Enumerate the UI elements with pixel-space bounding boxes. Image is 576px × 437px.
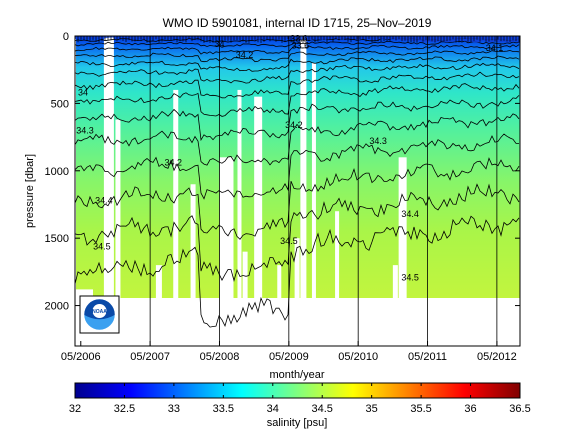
contour-label: 34 (78, 88, 88, 98)
contour-label: 34.3 (369, 136, 387, 146)
data-gap (277, 265, 282, 346)
colorbar-label: salinity [psu] (267, 417, 328, 429)
contour-label: 34.3 (76, 125, 94, 135)
y-tick-label: 2000 (45, 301, 69, 313)
colorbar-tick-label: 36.5 (509, 403, 530, 415)
contour-labels: 34.2 34.4 34.5 33.6 34 34.3 34.2 34.4 34.5 34.2 34… (76, 34, 503, 283)
data-gap (392, 265, 398, 346)
data-gap (190, 184, 196, 346)
x-axis-label: month/year (269, 369, 324, 381)
contour-line (75, 50, 520, 63)
x-tick-label: 05/2010 (338, 351, 378, 363)
x-tick-label: 05/2012 (477, 351, 517, 363)
contour-label: 34.2 (236, 50, 254, 60)
data-gap (294, 238, 300, 346)
contour-label: 33.6 (290, 34, 308, 44)
contour-label: 34 (214, 39, 224, 49)
contour-line (75, 157, 520, 240)
y-tick-label: 1000 (45, 166, 69, 178)
contour-line (75, 183, 520, 282)
data-gap (254, 96, 263, 346)
contour-label: 34.1 (486, 43, 504, 53)
contour-line (75, 62, 520, 84)
data-gap (103, 36, 114, 305)
contour-line (75, 71, 520, 99)
noaa-logo: NOAA (79, 295, 120, 334)
data-gap (173, 89, 179, 346)
data-gap (398, 157, 407, 346)
plot-frame (74, 35, 521, 347)
contour-lines (75, 37, 520, 328)
colorbar-tick-label: 35.5 (410, 403, 431, 415)
data-gap (311, 62, 316, 346)
contour-line (75, 40, 520, 48)
contour-line (75, 83, 520, 117)
y-axis: 0 500 1000 1500 2000 (45, 31, 520, 313)
colorbar-tick-label: 34.5 (312, 403, 333, 415)
contour-label: 34.2 (164, 158, 182, 168)
data-gap (115, 119, 121, 346)
data-gap (219, 157, 234, 346)
data-gap (242, 251, 248, 346)
contour-label: 34.5 (280, 236, 298, 246)
noaa-logo-text: NOAA (92, 309, 107, 315)
year-lines (149, 36, 498, 346)
x-axis: 05/2006 05/2007 05/2008 05/2009 05/2010 05/20… (61, 341, 517, 363)
colorbar-ticks: 32 32.5 33 33.5 34 34.5 35 35.5 36 36.5 (69, 383, 531, 415)
data-gap (237, 89, 242, 346)
y-tick-label: 1500 (45, 233, 69, 245)
x-tick-label: 05/2006 (61, 351, 101, 363)
x-tick-label: 05/2009 (269, 351, 309, 363)
colorbar-tick-label: 34 (267, 403, 279, 415)
contour-label: 34.5 (401, 272, 419, 282)
contour-line (75, 215, 520, 328)
x-tick-label: 05/2011 (408, 351, 447, 363)
contour-line (75, 44, 520, 55)
colorbar-tick-label: 36 (464, 403, 476, 415)
data-gap (335, 211, 340, 346)
contour-label: 34.5 (93, 241, 111, 251)
surface-layer (75, 36, 520, 43)
contour-line (75, 55, 520, 72)
contour-line (75, 133, 519, 200)
colorbar-tick-label: 33 (168, 403, 180, 415)
data-gap (300, 36, 307, 346)
contour-label: 34.4 (95, 195, 113, 205)
plot-area (75, 36, 520, 346)
contour-line (75, 113, 520, 166)
chart-title: WMO ID 5901081, internal ID 1715, 25–Nov… (163, 16, 432, 30)
x-tick-label: 05/2007 (130, 351, 170, 363)
y-axis-label: pressure [dbar] (24, 154, 36, 228)
y-tick-label: 0 (63, 31, 69, 43)
x-tick-label: 05/2008 (200, 351, 240, 363)
colorbar-tick-label: 35 (366, 403, 378, 415)
colorbar-tick-label: 32 (69, 403, 81, 415)
data-gap (155, 265, 162, 346)
colorbar (74, 382, 521, 399)
y-tick-label: 500 (51, 98, 69, 110)
colorbar-tick-label: 32.5 (114, 403, 135, 415)
contour-label: 33.6 (292, 40, 310, 50)
contour-label: 34.4 (401, 209, 419, 219)
colorbar-tick-label: 33.5 (213, 403, 234, 415)
contour-label: 34.2 (285, 120, 303, 130)
contour-line (75, 95, 520, 142)
